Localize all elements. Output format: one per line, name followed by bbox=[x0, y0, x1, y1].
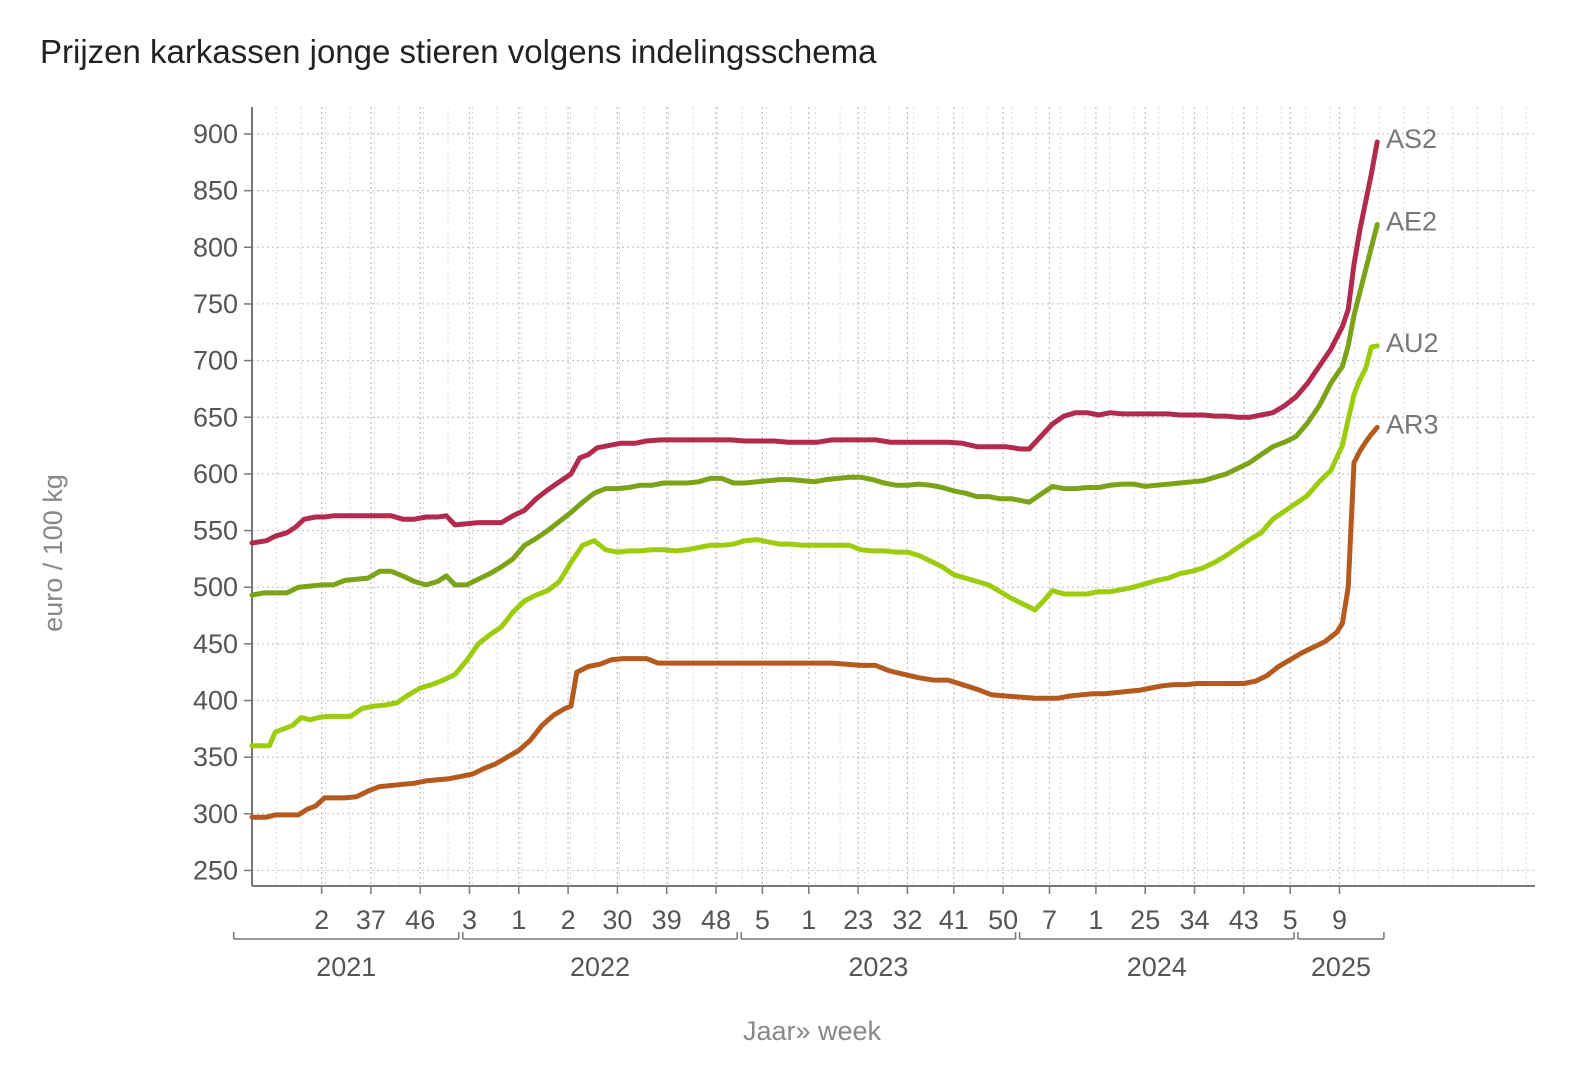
x-tick-label: 2 bbox=[561, 905, 576, 935]
x-tick-label: 34 bbox=[1179, 905, 1209, 935]
year-label: 2023 bbox=[848, 952, 908, 982]
x-axis-title: Jaar» week bbox=[743, 1016, 882, 1046]
x-tick-label: 37 bbox=[356, 905, 386, 935]
x-tick-label: 5 bbox=[1283, 905, 1298, 935]
y-tick-label: 900 bbox=[193, 119, 238, 149]
chart-title: Prijzen karkassen jonge stieren volgens … bbox=[40, 33, 877, 70]
x-tick-label: 43 bbox=[1229, 905, 1259, 935]
y-tick-label: 700 bbox=[193, 346, 238, 376]
x-axis-ticks: 2 37 46 3 1 2 30 39 48 5 1 23 32 41 50 7 1 25 34 43 5 9 bbox=[314, 886, 1347, 935]
year-label: 2025 bbox=[1311, 952, 1371, 982]
x-tick-label: 7 bbox=[1042, 905, 1057, 935]
y-tick-label: 400 bbox=[193, 686, 238, 716]
series-line-au2 bbox=[249, 343, 1380, 749]
grid bbox=[251, 107, 1535, 886]
series-label-ae2: AE2 bbox=[1386, 207, 1437, 237]
y-tick-label: 800 bbox=[193, 232, 238, 262]
series-line-ar3 bbox=[249, 424, 1380, 820]
series-label-as2: AS2 bbox=[1386, 124, 1437, 154]
y-tick-label: 500 bbox=[193, 572, 238, 602]
x-tick-label: 50 bbox=[988, 905, 1018, 935]
series-line-ae2 bbox=[249, 222, 1380, 598]
y-tick-label: 300 bbox=[193, 799, 238, 829]
x-tick-label: 41 bbox=[939, 905, 969, 935]
x-tick-label: 1 bbox=[801, 905, 816, 935]
y-tick-label: 450 bbox=[193, 629, 238, 659]
year-axis: 2021 2022 2023 2024 2025 bbox=[232, 932, 1385, 982]
series-label-au2: AU2 bbox=[1386, 328, 1439, 358]
x-tick-label: 9 bbox=[1332, 905, 1347, 935]
x-tick-label: 2 bbox=[314, 905, 329, 935]
y-tick-label: 750 bbox=[193, 289, 238, 319]
y-tick-label: 650 bbox=[193, 402, 238, 432]
x-tick-label: 39 bbox=[652, 905, 682, 935]
axes bbox=[251, 107, 1535, 887]
x-tick-label: 32 bbox=[892, 905, 922, 935]
x-tick-label: 23 bbox=[843, 905, 873, 935]
x-tick-label: 30 bbox=[602, 905, 632, 935]
series-labels: AS2 AE2 AU2 AR3 bbox=[1386, 124, 1439, 440]
y-tick-label: 600 bbox=[193, 459, 238, 489]
year-label: 2024 bbox=[1127, 952, 1187, 982]
series-lines bbox=[249, 139, 1380, 820]
y-tick-label: 250 bbox=[193, 855, 238, 885]
y-tick-label: 850 bbox=[193, 176, 238, 206]
x-tick-label: 5 bbox=[755, 905, 770, 935]
year-label: 2022 bbox=[570, 952, 630, 982]
year-label: 2021 bbox=[316, 952, 376, 982]
x-tick-label: 3 bbox=[462, 905, 477, 935]
x-tick-label: 46 bbox=[405, 905, 435, 935]
y-axis-ticks: 250 300 350 400 450 500 550 600 650 700 750 800 850 9… bbox=[193, 119, 252, 885]
y-tick-label: 550 bbox=[193, 516, 238, 546]
x-tick-label: 1 bbox=[1088, 905, 1103, 935]
y-axis-title: euro / 100 kg bbox=[38, 474, 68, 632]
x-tick-label: 25 bbox=[1130, 905, 1160, 935]
series-line-as2 bbox=[249, 139, 1380, 546]
y-tick-label: 350 bbox=[193, 742, 238, 772]
x-tick-label: 48 bbox=[701, 905, 731, 935]
series-label-ar3: AR3 bbox=[1386, 409, 1439, 439]
x-tick-label: 1 bbox=[511, 905, 526, 935]
